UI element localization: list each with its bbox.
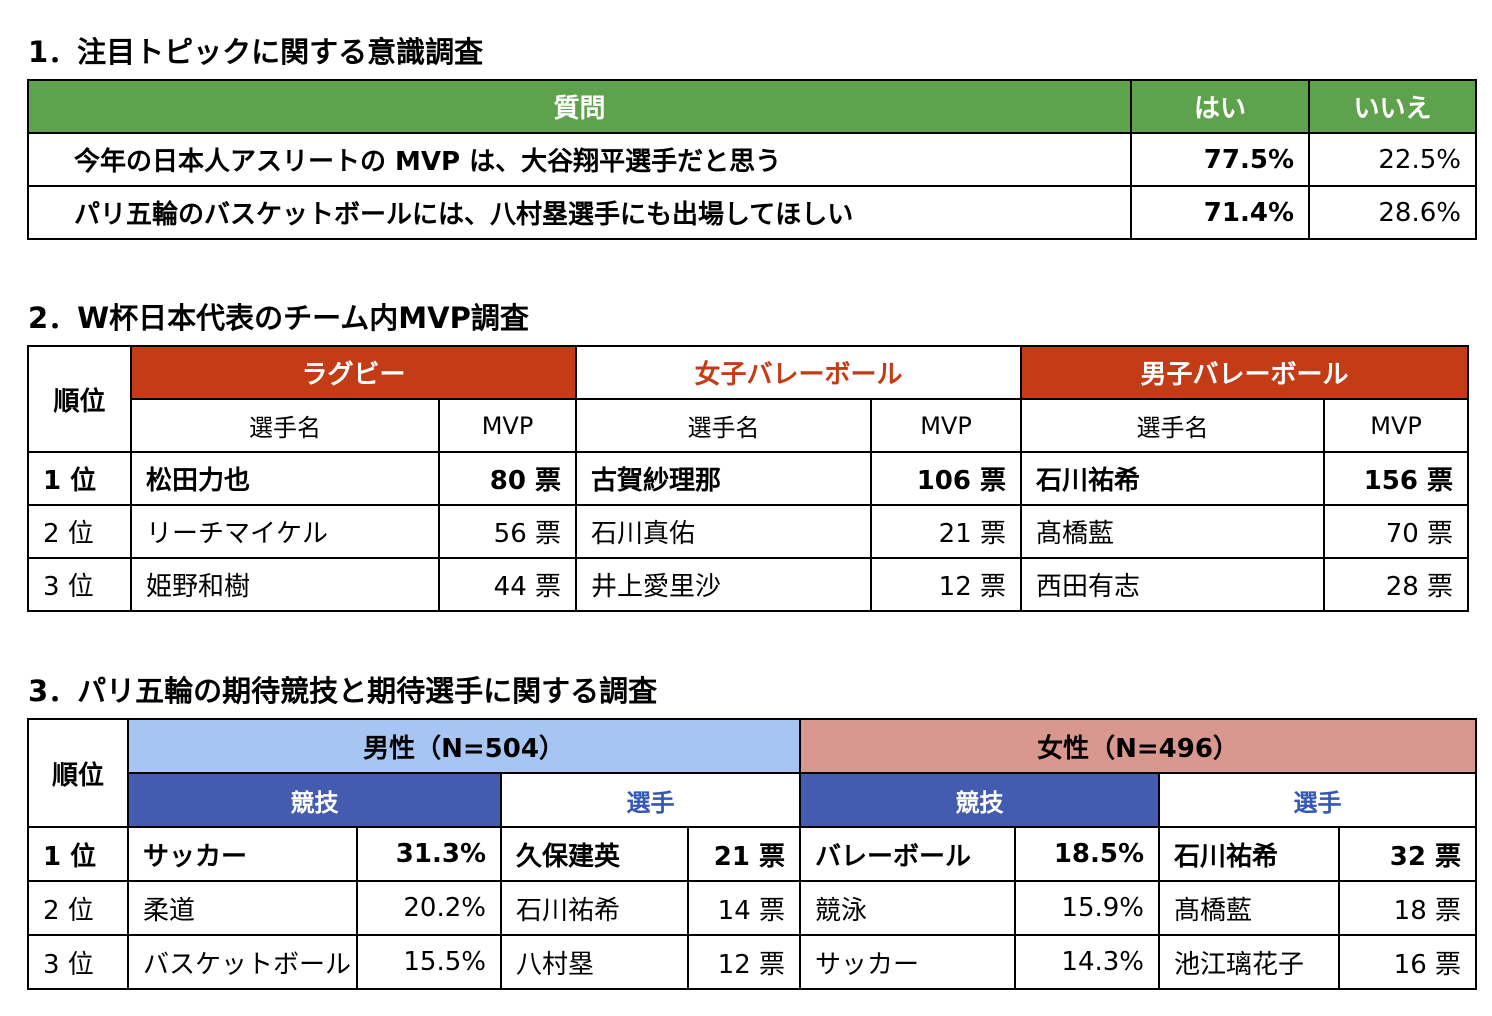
male-player-votes: 21 票 (686, 826, 802, 882)
mvp-header: MVP (1323, 398, 1470, 453)
player-name: リーチマイケル (130, 504, 440, 559)
player-name: 西田有志 (1020, 557, 1326, 612)
table-row: パリ五輪のバスケットボールには、八村塁選手にも出場してほしい 71.4% 28.… (27, 185, 1477, 240)
female-event: 競泳 (799, 880, 1017, 936)
male-event-header: 競技 (127, 772, 502, 828)
no-value: 28.6% (1308, 185, 1477, 240)
female-player-votes: 16 票 (1338, 934, 1478, 990)
question-text: 今年の日本人アスリートの MVP は、大谷翔平選手だと思う (27, 132, 1132, 187)
table-row: 1 位 松田力也 80 票 古賀紗理那 106 票 石川祐希 156 票 (27, 451, 1470, 506)
rank-cell: 3 位 (27, 557, 132, 612)
vote-count: 106 票 (870, 451, 1023, 506)
male-player-votes: 14 票 (686, 880, 802, 936)
no-header: いいえ (1308, 79, 1477, 134)
female-event: バレーボール (799, 826, 1017, 882)
player-name-header: 選手名 (575, 398, 873, 453)
male-player: 久保建英 (500, 826, 689, 882)
mvp-header: MVP (437, 398, 578, 453)
female-player: 石川祐希 (1158, 826, 1341, 882)
table-row: 3 位 バスケットボール 15.5% 八村塁 12 票 サッカー 14.3% 池… (27, 934, 1478, 990)
womens-volleyball-header: 女子バレーボール (575, 345, 1023, 400)
male-player: 八村塁 (500, 934, 689, 990)
table-row: 2 位 リーチマイケル 56 票 石川真佑 21 票 髙橋藍 70 票 (27, 504, 1470, 559)
rank-cell: 3 位 (27, 934, 129, 990)
female-player: 髙橋藍 (1158, 880, 1341, 936)
player-name: 姫野和樹 (130, 557, 440, 612)
female-event-percent: 14.3% (1014, 934, 1161, 990)
male-event-percent: 31.3% (356, 826, 502, 882)
player-name-header: 選手名 (1020, 398, 1326, 453)
vote-count: 21 票 (870, 504, 1023, 559)
question-header: 質問 (27, 79, 1132, 134)
table-row: 今年の日本人アスリートの MVP は、大谷翔平選手だと思う 77.5% 22.5… (27, 132, 1477, 187)
table-row: 1 位 サッカー 31.3% 久保建英 21 票 バレーボール 18.5% 石川… (27, 826, 1478, 882)
male-event: バスケットボール (127, 934, 358, 990)
vote-count: 28 票 (1323, 557, 1470, 612)
section-3-title: 3．パリ五輪の期待競技と期待選手に関する調査 (28, 674, 658, 708)
male-player-header: 選手 (499, 772, 802, 828)
female-event-percent: 15.9% (1014, 880, 1161, 936)
female-player: 池江璃花子 (1158, 934, 1341, 990)
rank-header: 順位 (27, 718, 129, 828)
vote-count: 12 票 (870, 557, 1023, 612)
table-row: 2 位 柔道 20.2% 石川祐希 14 票 競泳 15.9% 髙橋藍 18 票 (27, 880, 1478, 936)
female-event-percent: 18.5% (1014, 826, 1161, 882)
awareness-survey-table: 質問 はい いいえ 今年の日本人アスリートの MVP は、大谷翔平選手だと思う … (27, 79, 1477, 240)
no-value: 22.5% (1308, 132, 1477, 187)
vote-count: 44 票 (437, 557, 578, 612)
rank-cell: 1 位 (27, 451, 132, 506)
vote-count: 56 票 (437, 504, 578, 559)
female-header: 女性（N=496） (799, 718, 1478, 774)
player-name-header: 選手名 (130, 398, 440, 453)
player-name: 古賀紗理那 (575, 451, 873, 506)
female-player-votes: 18 票 (1338, 880, 1478, 936)
yes-header: はい (1130, 79, 1310, 134)
yes-value: 71.4% (1130, 185, 1310, 240)
mvp-header: MVP (870, 398, 1023, 453)
rank-cell: 2 位 (27, 880, 129, 936)
player-name: 髙橋藍 (1020, 504, 1326, 559)
female-event: サッカー (799, 934, 1017, 990)
player-name: 松田力也 (130, 451, 440, 506)
paris-olympics-expectation-table: 順位 男性（N=504） 女性（N=496） 競技 選手 競技 選手 1 位 サ… (27, 718, 1478, 990)
yes-value: 77.5% (1130, 132, 1310, 187)
world-cup-mvp-table: 順位 ラグビー 女子バレーボール 男子バレーボール 選手名 MVP 選手名 MV… (27, 345, 1470, 612)
male-event: 柔道 (127, 880, 358, 936)
question-text: パリ五輪のバスケットボールには、八村塁選手にも出場してほしい (27, 185, 1132, 240)
female-player-votes: 32 票 (1338, 826, 1478, 882)
rugby-header: ラグビー (129, 345, 578, 400)
player-name: 石川真佑 (575, 504, 873, 559)
vote-count: 70 票 (1323, 504, 1470, 559)
rank-cell: 1 位 (27, 826, 129, 882)
female-event-header: 競技 (799, 772, 1161, 828)
mens-volleyball-header: 男子バレーボール (1020, 345, 1470, 400)
player-name: 石川祐希 (1020, 451, 1326, 506)
female-player-header: 選手 (1158, 772, 1478, 828)
male-event: サッカー (127, 826, 358, 882)
section-2-title: 2．W杯日本代表のチーム内MVP調査 (28, 301, 529, 335)
rank-cell: 2 位 (27, 504, 132, 559)
male-player-votes: 12 票 (686, 934, 802, 990)
male-event-percent: 15.5% (356, 934, 502, 990)
vote-count: 156 票 (1323, 451, 1470, 506)
male-event-percent: 20.2% (356, 880, 502, 936)
vote-count: 80 票 (437, 451, 578, 506)
table-row: 3 位 姫野和樹 44 票 井上愛里沙 12 票 西田有志 28 票 (27, 557, 1470, 612)
male-header: 男性（N=504） (126, 718, 802, 774)
male-player: 石川祐希 (500, 880, 689, 936)
rank-header: 順位 (27, 345, 132, 453)
section-1-title: 1．注目トピックに関する意識調査 (28, 35, 484, 69)
player-name: 井上愛里沙 (575, 557, 873, 612)
